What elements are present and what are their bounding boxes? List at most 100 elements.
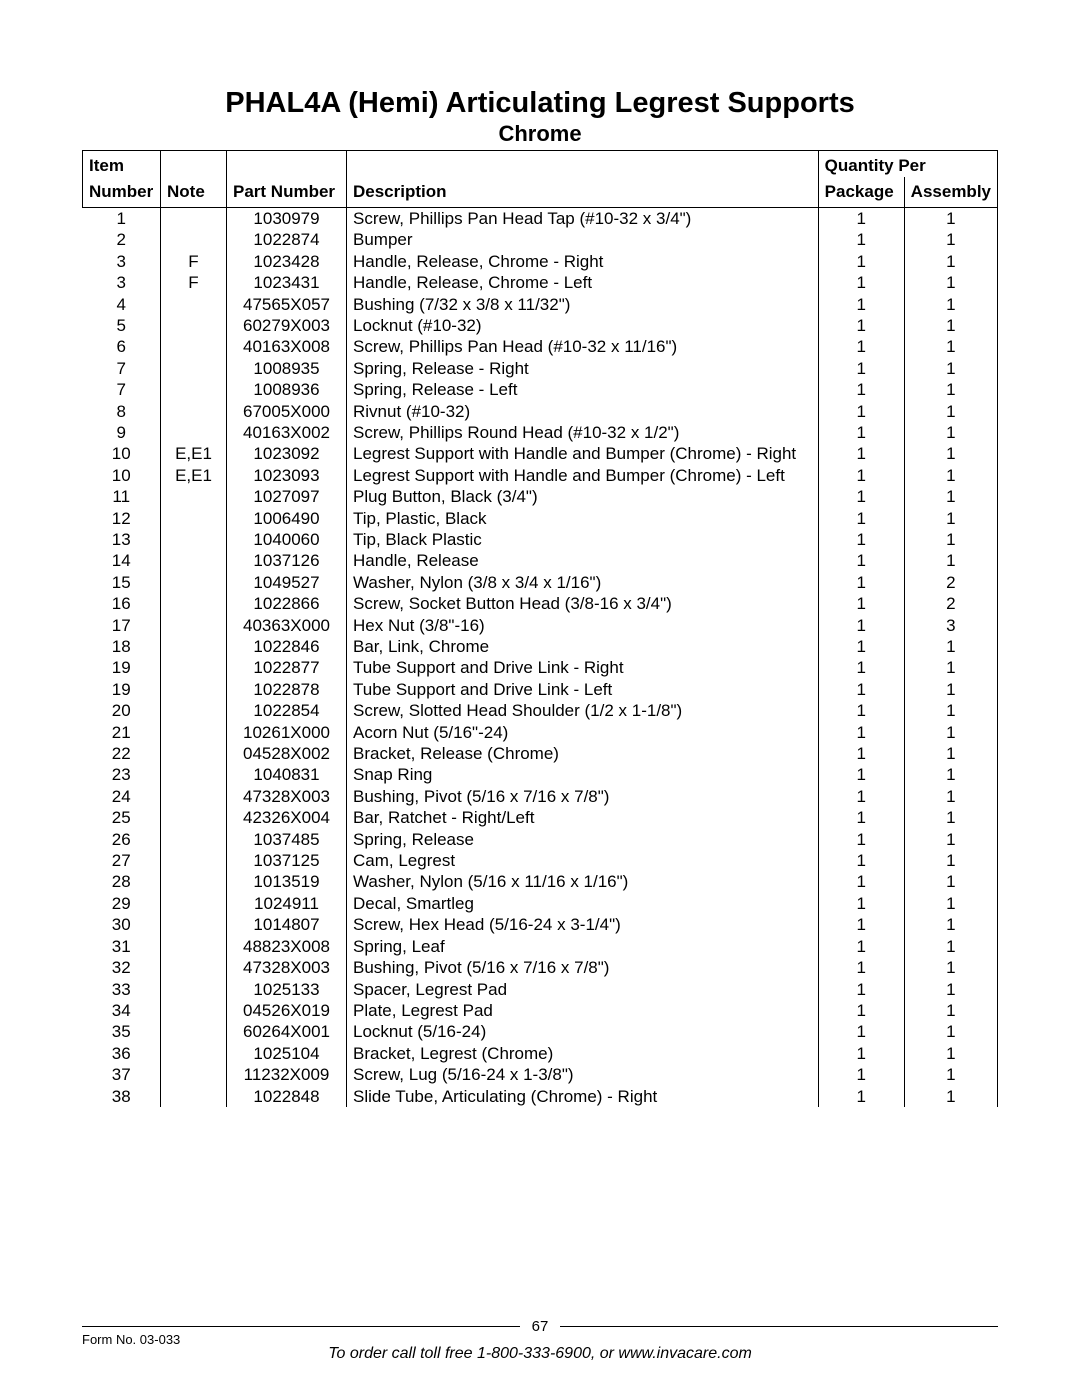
cell-assembly-qty: 1 — [904, 315, 997, 336]
table-row: 331025133Spacer, Legrest Pad11 — [83, 979, 998, 1000]
cell-item-number: 32 — [83, 957, 161, 978]
col-assembly: Assembly — [904, 177, 997, 207]
cell-item-number: 35 — [83, 1021, 161, 1042]
cell-part-number: 11232X009 — [227, 1064, 347, 1085]
table-row: 151049527Washer, Nylon (3/8 x 3/4 x 1/16… — [83, 572, 998, 593]
cell-package-qty: 1 — [818, 401, 904, 422]
cell-description: Plug Button, Black (3/4") — [347, 486, 819, 507]
cell-package-qty: 1 — [818, 679, 904, 700]
cell-item-number: 30 — [83, 914, 161, 935]
table-row: 21022874Bumper11 — [83, 229, 998, 250]
cell-description: Locknut (5/16-24) — [347, 1021, 819, 1042]
cell-description: Bumper — [347, 229, 819, 250]
cell-assembly-qty: 1 — [904, 508, 997, 529]
table-row: 261037485Spring, Release11 — [83, 829, 998, 850]
cell-assembly-qty: 1 — [904, 722, 997, 743]
cell-part-number: 1023093 — [227, 465, 347, 486]
cell-package-qty: 1 — [818, 315, 904, 336]
cell-package-qty: 1 — [818, 1086, 904, 1107]
cell-assembly-qty: 1 — [904, 1000, 997, 1021]
cell-item-number: 19 — [83, 679, 161, 700]
cell-description: Spring, Leaf — [347, 936, 819, 957]
cell-note — [161, 764, 227, 785]
table-row: 201022854Screw, Slotted Head Shoulder (1… — [83, 700, 998, 721]
cell-part-number: 1023092 — [227, 443, 347, 464]
col-part-blank — [227, 151, 347, 178]
cell-part-number: 1022866 — [227, 593, 347, 614]
cell-item-number: 20 — [83, 700, 161, 721]
cell-item-number: 7 — [83, 379, 161, 400]
cell-package-qty: 1 — [818, 229, 904, 250]
cell-description: Bushing, Pivot (5/16 x 7/16 x 7/8") — [347, 957, 819, 978]
cell-package-qty: 1 — [818, 272, 904, 293]
cell-assembly-qty: 1 — [904, 1064, 997, 1085]
cell-note — [161, 422, 227, 443]
cell-assembly-qty: 1 — [904, 1021, 997, 1042]
cell-description: Screw, Hex Head (5/16-24 x 3-1/4") — [347, 914, 819, 935]
table-row: 131040060Tip, Black Plastic11 — [83, 529, 998, 550]
cell-description: Locknut (#10-32) — [347, 315, 819, 336]
cell-assembly-qty: 1 — [904, 679, 997, 700]
cell-description: Bar, Ratchet - Right/Left — [347, 807, 819, 828]
cell-assembly-qty: 1 — [904, 893, 997, 914]
cell-package-qty: 1 — [818, 508, 904, 529]
cell-item-number: 10 — [83, 443, 161, 464]
table-row: 2110261X000Acorn Nut (5/16"-24)11 — [83, 722, 998, 743]
cell-description: Legrest Support with Handle and Bumper (… — [347, 443, 819, 464]
cell-note — [161, 700, 227, 721]
table-row: 2542326X004Bar, Ratchet - Right/Left11 — [83, 807, 998, 828]
col-part: Part Number — [227, 177, 347, 207]
cell-package-qty: 1 — [818, 829, 904, 850]
cell-part-number: 1008936 — [227, 379, 347, 400]
cell-assembly-qty: 2 — [904, 593, 997, 614]
cell-part-number: 1006490 — [227, 508, 347, 529]
cell-assembly-qty: 1 — [904, 379, 997, 400]
cell-assembly-qty: 1 — [904, 1043, 997, 1064]
cell-item-number: 7 — [83, 358, 161, 379]
cell-item-number: 9 — [83, 422, 161, 443]
table-row: 291024911Decal, Smartleg11 — [83, 893, 998, 914]
cell-assembly-qty: 1 — [904, 465, 997, 486]
cell-package-qty: 1 — [818, 957, 904, 978]
cell-package-qty: 1 — [818, 936, 904, 957]
cell-description: Bushing, Pivot (5/16 x 7/16 x 7/8") — [347, 786, 819, 807]
cell-item-number: 12 — [83, 508, 161, 529]
cell-part-number: 48823X008 — [227, 936, 347, 957]
cell-part-number: 1040831 — [227, 764, 347, 785]
cell-part-number: 40163X008 — [227, 336, 347, 357]
cell-description: Screw, Phillips Pan Head (#10-32 x 11/16… — [347, 336, 819, 357]
cell-package-qty: 1 — [818, 786, 904, 807]
table-row: 71008936Spring, Release - Left11 — [83, 379, 998, 400]
cell-note — [161, 914, 227, 935]
cell-assembly-qty: 1 — [904, 550, 997, 571]
cell-description: Hex Nut (3/8"-16) — [347, 615, 819, 636]
cell-item-number: 11 — [83, 486, 161, 507]
cell-description: Spring, Release — [347, 829, 819, 850]
cell-assembly-qty: 1 — [904, 251, 997, 272]
cell-package-qty: 1 — [818, 893, 904, 914]
cell-assembly-qty: 2 — [904, 572, 997, 593]
cell-item-number: 38 — [83, 1086, 161, 1107]
cell-part-number: 1022846 — [227, 636, 347, 657]
cell-item-number: 24 — [83, 786, 161, 807]
cell-part-number: 1023428 — [227, 251, 347, 272]
cell-note — [161, 893, 227, 914]
table-row: 2447328X003Bushing, Pivot (5/16 x 7/16 x… — [83, 786, 998, 807]
cell-description: Decal, Smartleg — [347, 893, 819, 914]
cell-description: Spring, Release - Right — [347, 358, 819, 379]
table-row: 11030979Screw, Phillips Pan Head Tap (#1… — [83, 207, 998, 229]
cell-assembly-qty: 1 — [904, 936, 997, 957]
cell-package-qty: 1 — [818, 443, 904, 464]
form-number-label: Form No. — [82, 1332, 136, 1347]
cell-part-number: 60264X001 — [227, 1021, 347, 1042]
table-row: 271037125Cam, Legrest11 — [83, 850, 998, 871]
cell-part-number: 1025104 — [227, 1043, 347, 1064]
cell-assembly-qty: 1 — [904, 1086, 997, 1107]
cell-note — [161, 1021, 227, 1042]
cell-description: Screw, Lug (5/16-24 x 1-3/8") — [347, 1064, 819, 1085]
cell-assembly-qty: 1 — [904, 443, 997, 464]
table-row: 361025104Bracket, Legrest (Chrome)11 — [83, 1043, 998, 1064]
form-number: Form No. 03-033 — [82, 1332, 180, 1347]
cell-assembly-qty: 1 — [904, 336, 997, 357]
cell-item-number: 26 — [83, 829, 161, 850]
